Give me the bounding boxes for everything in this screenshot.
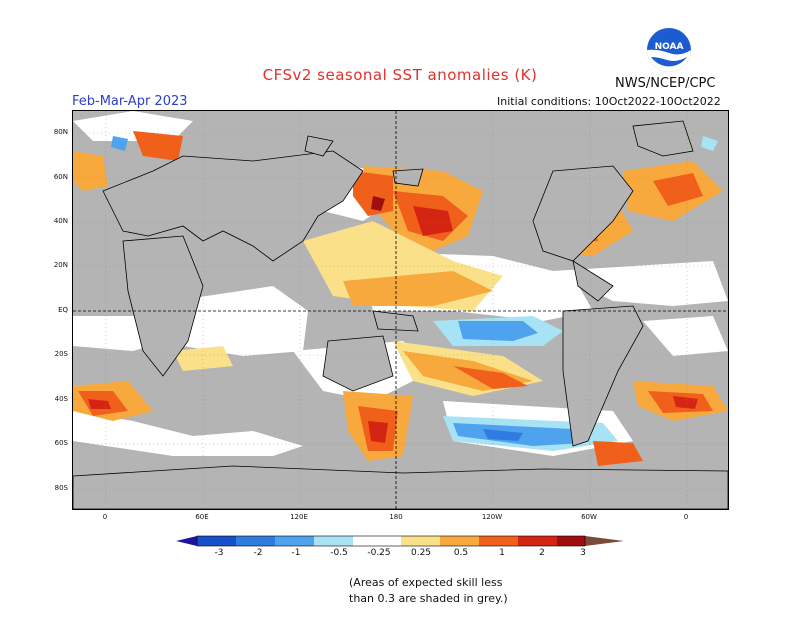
noaa-logo: NOAA xyxy=(646,27,692,73)
colorbar-tick-neg1: -1 xyxy=(291,548,301,558)
colorbar-segment-8 xyxy=(479,536,518,546)
colorbar-tick-0-25: 0.25 xyxy=(410,548,432,558)
colorbar-segment-0 xyxy=(176,536,197,546)
lat-label-eq: EQ xyxy=(58,306,68,314)
colorbar-segment-3 xyxy=(275,536,314,546)
map-canvas xyxy=(73,111,728,509)
lon-label-120e: 120E xyxy=(290,513,308,521)
land-masses xyxy=(73,120,728,509)
lon-label-60e: 60E xyxy=(195,513,209,521)
sst-anomaly-map xyxy=(72,110,729,510)
colorbar-tick-neg0-25: -0.25 xyxy=(367,548,391,558)
colorbar-tick-3: 3 xyxy=(580,548,586,558)
skill-note-line2: than 0.3 are shaded in grey.) xyxy=(349,592,508,605)
colorbar-segment-7 xyxy=(440,536,479,546)
lat-label-80s: 80S xyxy=(54,484,68,492)
colorbar-segment-1 xyxy=(197,536,236,546)
colorbar-tick-1: 1 xyxy=(499,548,505,558)
lon-label-60w: 60W xyxy=(581,513,597,521)
colorbar-tick-neg3: -3 xyxy=(214,548,224,558)
lon-label-0: 0 xyxy=(102,513,108,521)
colorbar-outline xyxy=(196,535,586,547)
colorbar-segment-2 xyxy=(236,536,275,546)
lat-label-60s: 60S xyxy=(54,439,68,447)
map-title: CFSv2 seasonal SST anomalies (K) xyxy=(262,66,538,84)
colorbar-segment-6 xyxy=(401,536,440,546)
lon-label-0-right: 0 xyxy=(683,513,689,521)
colorbar-tick-0-5: 0.5 xyxy=(453,548,469,558)
lon-label-120w: 120W xyxy=(481,513,503,521)
lat-label-60n: 60N xyxy=(53,173,68,181)
colorbar-segment-9 xyxy=(518,536,557,546)
agency-label: NWS/NCEP/CPC xyxy=(615,76,716,91)
lon-label-180: 180 xyxy=(389,513,403,521)
season-label: Feb-Mar-Apr 2023 xyxy=(72,94,188,109)
colorbar-segment-10 xyxy=(557,536,585,546)
colorbar-tick-neg2: -2 xyxy=(253,548,263,558)
lat-label-20n: 20N xyxy=(53,261,68,269)
colorbar-segment-4 xyxy=(314,536,353,546)
lat-label-40n: 40N xyxy=(53,217,68,225)
skill-note-line1: (Areas of expected skill less xyxy=(349,576,503,589)
lat-label-40s: 40S xyxy=(54,395,68,403)
lat-label-80n: 80N xyxy=(53,128,68,136)
warm-anomalies xyxy=(73,131,728,466)
colorbar-segment-5 xyxy=(353,536,401,546)
noaa-logo-text: NOAA xyxy=(655,42,684,52)
colorbar-segment-11 xyxy=(585,536,624,546)
lat-label-20s: 20S xyxy=(54,350,68,358)
colorbar-tick-2: 2 xyxy=(539,548,545,558)
colorbar-tick-neg0-5: -0.5 xyxy=(330,548,348,558)
initial-conditions-label: Initial conditions: 10Oct2022-10Oct2022 xyxy=(497,95,721,108)
